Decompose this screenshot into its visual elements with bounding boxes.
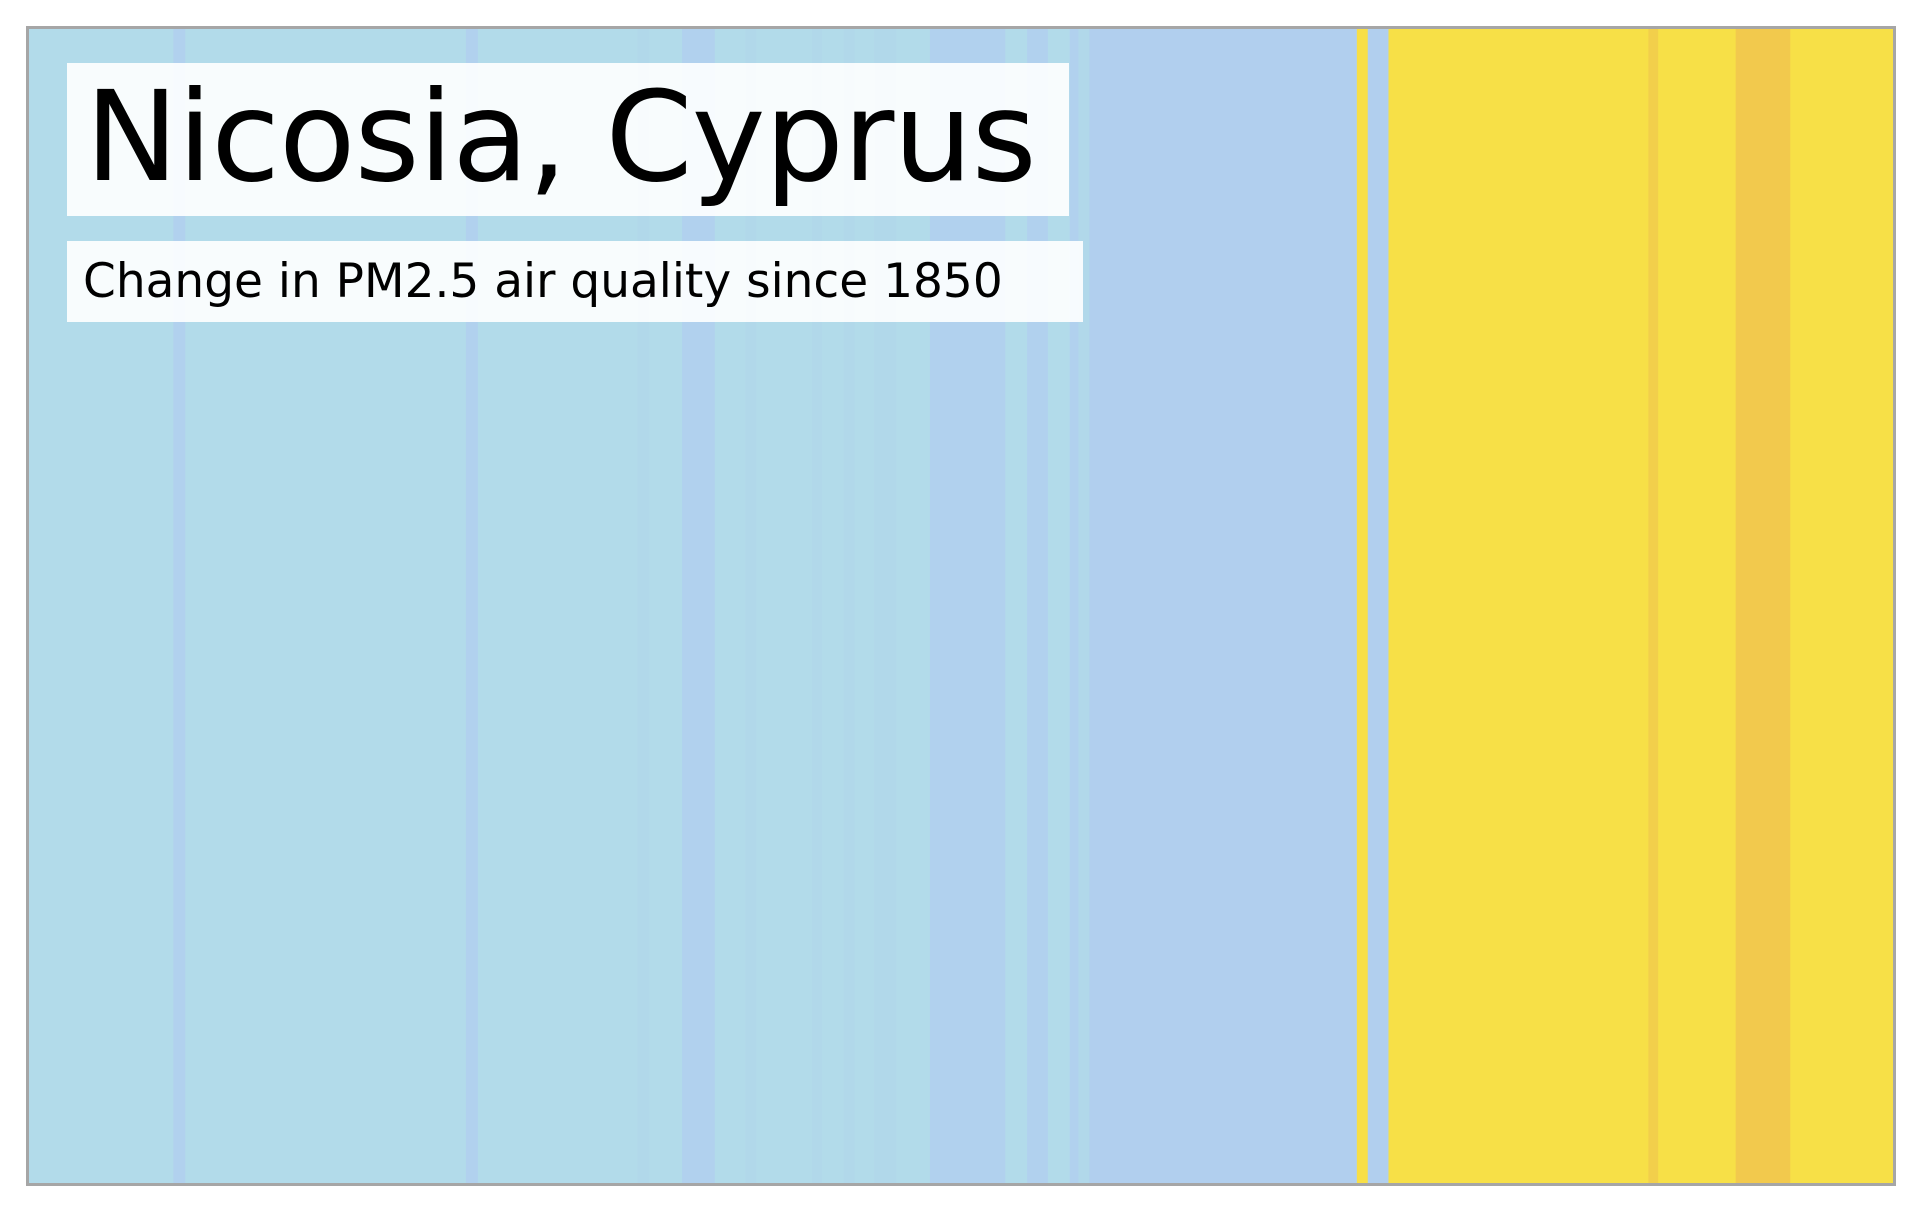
stripe-30 (1790, 27, 1895, 1184)
stripe-28 (1658, 27, 1737, 1184)
stripe-23 (1089, 27, 1358, 1184)
title-box: Nicosia, Cyprus (67, 63, 1069, 216)
stripe-16 (896, 27, 931, 1184)
stripe-27 (1648, 27, 1659, 1184)
stripe-8 (714, 27, 747, 1184)
chart-subtitle: Change in PM2.5 air quality since 1850 (83, 254, 1003, 309)
stripe-7 (682, 27, 716, 1184)
stripe-9 (745, 27, 757, 1184)
stripe-6 (649, 27, 683, 1184)
stripe-29 (1735, 27, 1791, 1184)
stripe-17 (929, 27, 1006, 1184)
stripe-10 (756, 27, 813, 1184)
stripe-13 (843, 27, 856, 1184)
stripe-24 (1356, 27, 1369, 1184)
chart-title: Nicosia, Cyprus (85, 65, 1037, 210)
stripe-11 (812, 27, 823, 1184)
plot-frame (26, 26, 1896, 1186)
stripe-4 (477, 27, 638, 1184)
stripe-22 (1078, 27, 1090, 1184)
stripe-2 (185, 27, 467, 1184)
stripe-25 (1367, 27, 1390, 1184)
stripe-0 (27, 27, 174, 1184)
stripe-21 (1069, 27, 1080, 1184)
subtitle-box: Change in PM2.5 air quality since 1850 (67, 241, 1083, 322)
stripe-26 (1388, 27, 1649, 1184)
